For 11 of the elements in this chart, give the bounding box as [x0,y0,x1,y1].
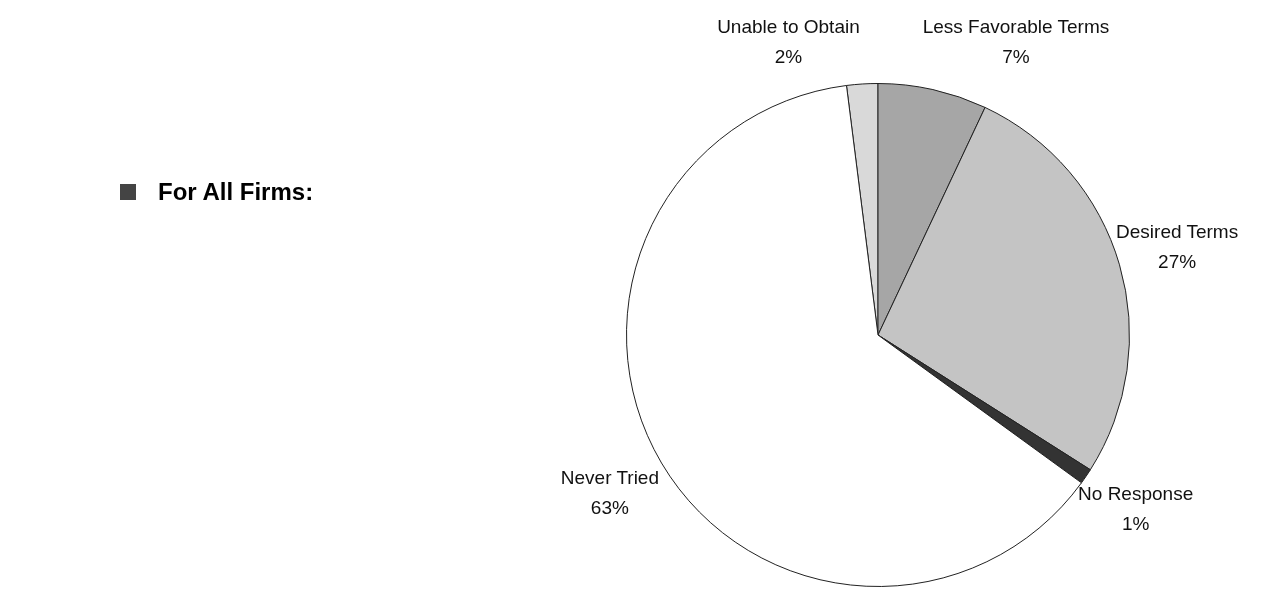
slice-label: Unable to Obtain [717,16,860,38]
slice-label: Never Tried [560,466,659,488]
slice-label: No Response [1078,483,1194,505]
data-label: 27% [1158,251,1197,273]
data-label: 63% [590,496,629,518]
data-label: 7% [1002,46,1030,68]
slice-label: Less Favorable Terms [922,16,1110,38]
text: For All Firms: [158,178,314,206]
data-label: 1% [1121,513,1150,535]
slice-label: Desired Terms [1116,221,1239,243]
data-label: 2% [774,46,803,68]
